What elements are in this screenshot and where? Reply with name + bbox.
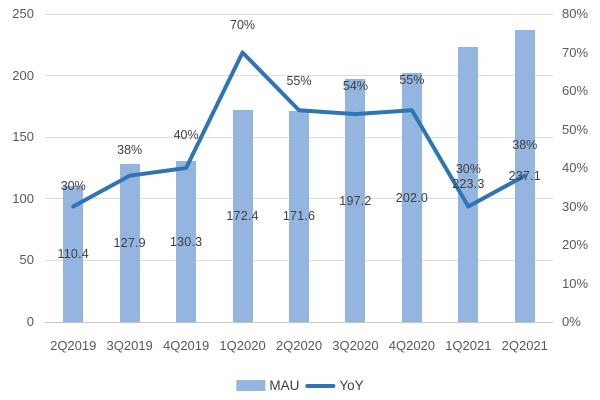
y-axis-left-tick: 250 [12,6,34,21]
y-axis-right-tick: 50% [562,121,589,137]
legend-label-mau: MAU [269,378,300,393]
legend-item-yoy: YoY [305,378,364,393]
yoy-point-value-label: 70% [230,17,256,32]
yoy-point-value-label: 38% [117,142,143,157]
y-axis-left-tick: 100 [12,190,34,206]
yoy-point-value-label: 55% [286,74,312,89]
y-axis-right-tick: 0% [562,314,581,329]
mau-bar-value-label: 172.4 [226,208,259,223]
mau-bar-value-label: 202.0 [395,190,429,205]
yoy-point-value-label: 55% [399,73,425,88]
x-axis-category-label: 4Q2019 [162,338,210,353]
y-axis-right-tick: 70% [562,44,589,60]
x-axis-category-label: 2Q2019 [50,338,97,353]
yoy-point-value-label: 30% [60,178,86,193]
x-axis-category-label: 2Q2021 [501,338,548,353]
mau-bar-value-label: 197.2 [339,193,372,208]
y-axis-left-tick: 200 [12,67,34,83]
y-axis-left-tick: 150 [12,129,34,145]
legend-item-mau: MAU [236,378,299,393]
y-axis-right-tick: 40% [562,160,589,175]
mau-bar-swatch-icon [236,380,266,391]
yoy-point-value-label: 40% [173,128,199,142]
yoy-point-value-label: 30% [455,161,481,176]
mau-bar-value-label: 110.4 [57,246,89,261]
yoy-point-value-label: 54% [342,79,368,94]
y-axis-left-tick: 0 [26,314,34,329]
y-axis-right-tick: 60% [562,83,589,98]
x-axis-category-label: 1Q2020 [219,338,266,353]
x-axis-line [45,322,553,323]
mau-bar-value-label: 237.1 [508,168,541,183]
x-axis-category-label: 2Q2020 [275,338,323,353]
y-axis-right-tick: 80% [562,6,589,21]
x-axis-category-label: 4Q2020 [388,338,436,353]
mau-bar-value-label: 223.3 [452,177,485,192]
y-axis-right-tick: 30% [562,198,589,214]
x-axis-category-label: 3Q2020 [332,338,379,353]
mau-bar-value-label: 127.9 [113,236,146,251]
x-axis-category-label: 3Q2019 [106,338,153,353]
y-axis-right-tick: 20% [562,237,589,252]
legend: MAU YoY [236,378,364,393]
legend-label-yoy: YoY [339,378,364,393]
x-axis-category-label: 1Q2021 [445,338,492,353]
yoy-point-value-label: 38% [512,137,538,152]
mau-bar-value-label: 171.6 [282,209,316,224]
grid-line [45,13,553,15]
mau-bar [63,185,84,322]
mau-bar-value-label: 130.3 [169,234,203,249]
y-axis-right-tick: 10% [562,275,589,291]
y-axis-left-tick: 50 [19,252,34,268]
yoy-line-swatch-icon [305,383,336,388]
